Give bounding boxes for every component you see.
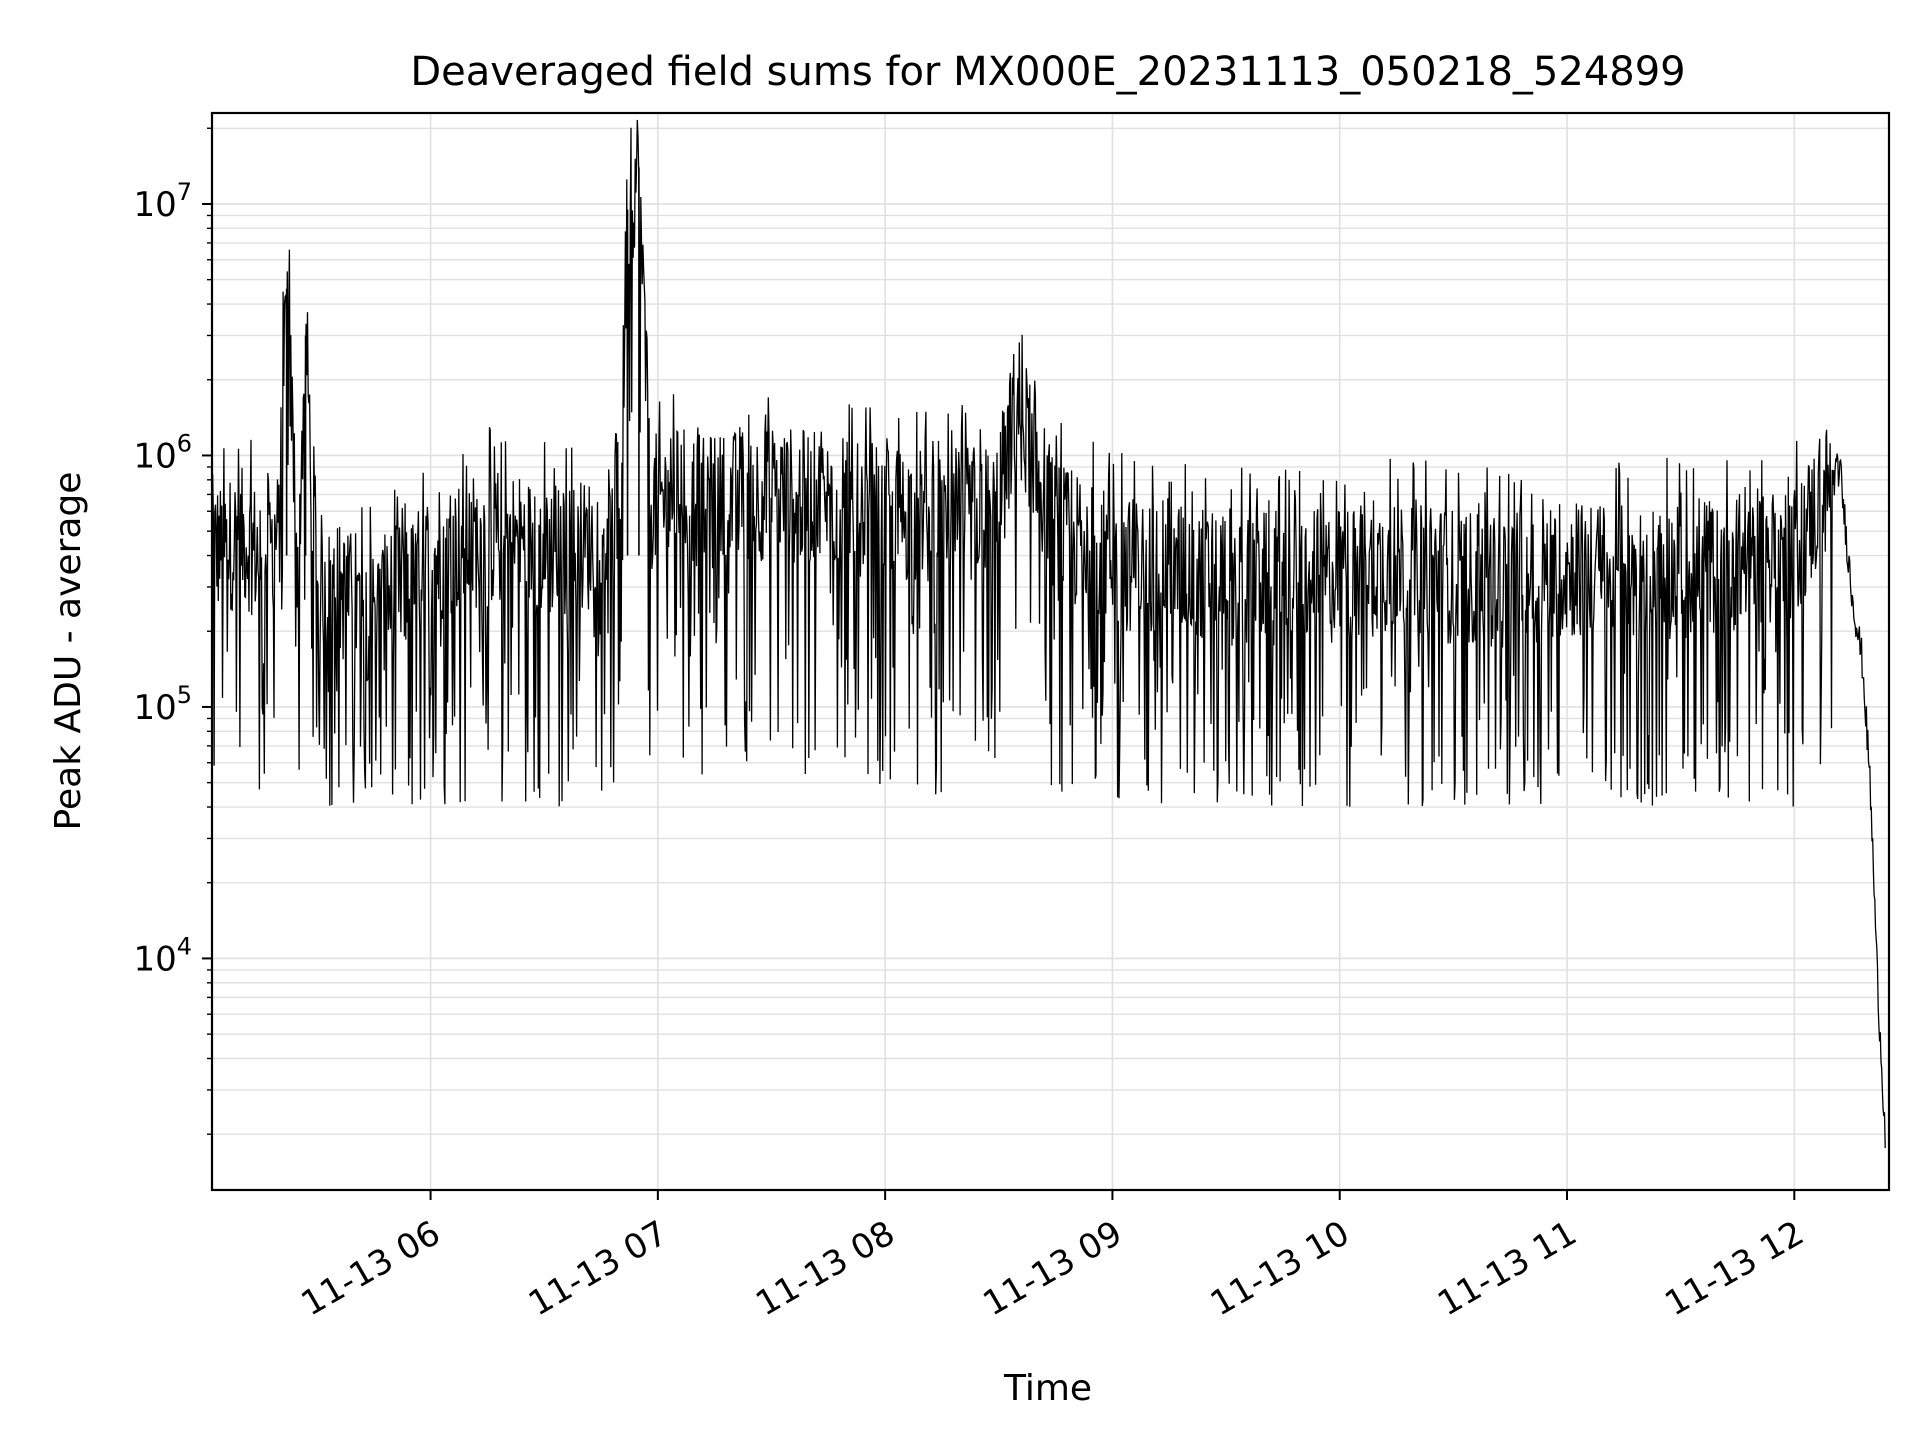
y-axis-label: Peak ADU - average bbox=[48, 472, 89, 831]
y-tick-label: 104 bbox=[133, 932, 192, 979]
x-axis-label: Time bbox=[1003, 1368, 1092, 1409]
y-tick-label: 107 bbox=[133, 178, 192, 225]
y-axis-ticks: 104 105 106 107 bbox=[133, 127, 212, 1135]
series-line bbox=[211, 119, 1886, 1149]
y-tick-label: 106 bbox=[133, 429, 192, 476]
chart-title: Deaveraged field sums for MX000E_2023111… bbox=[410, 49, 1685, 95]
y-tick-label: 105 bbox=[133, 681, 192, 728]
plot-frame bbox=[210, 111, 1891, 1192]
data-layer bbox=[211, 119, 1886, 1149]
